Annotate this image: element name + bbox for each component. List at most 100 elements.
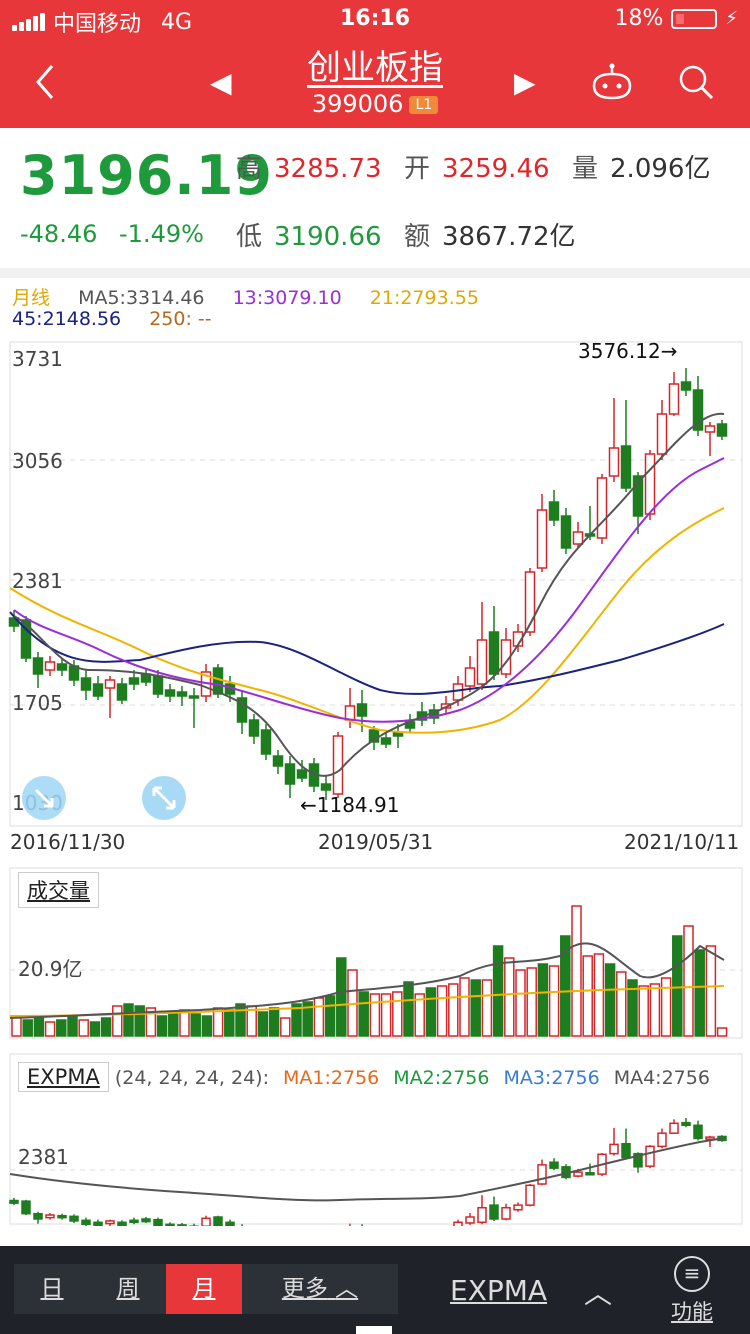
candle-3	[44, 661, 56, 671]
candle-57	[692, 389, 704, 431]
candle-6	[80, 677, 92, 691]
expma-ma3: MA3:2756	[503, 1067, 600, 1089]
back-button[interactable]	[30, 60, 70, 104]
candle-47	[572, 531, 584, 545]
volume-bar	[22, 1019, 33, 1037]
candle-53	[644, 453, 656, 515]
expma-candle-44	[537, 1164, 547, 1185]
candle-23	[284, 763, 296, 785]
expma-candle-38	[465, 1216, 475, 1224]
expma-candle-1	[21, 1200, 31, 1215]
candle-52	[632, 475, 644, 517]
home-indicator	[356, 1326, 392, 1334]
period-label[interactable]: 月线	[12, 287, 51, 309]
expma-candle-6	[81, 1219, 91, 1226]
expand-icon[interactable]	[142, 776, 186, 820]
ma21-value: 21:2793.55	[369, 287, 479, 309]
expma-chart[interactable]: 2381	[0, 1052, 750, 1226]
expma-line	[9, 1137, 725, 1202]
low-cell: 低 3190.66	[236, 216, 382, 253]
ma5-line	[13, 412, 725, 777]
candle-40	[488, 631, 500, 675]
ma-legend-row1: 月线 MA5:3314.46 13:3079.10 21:2793.55	[12, 283, 501, 310]
tab-week[interactable]: 周	[116, 1276, 140, 1302]
expma-ma2: MA2:2756	[393, 1067, 490, 1089]
candle-19	[236, 697, 248, 723]
menu-icon: ≡	[674, 1256, 710, 1292]
volume-bar	[235, 1003, 246, 1037]
candle-24	[296, 769, 308, 779]
volume-bar	[683, 925, 694, 1037]
change-value: -48.46	[20, 220, 98, 248]
date-end: 2021/10/11	[624, 830, 740, 854]
search-icon[interactable]	[676, 62, 716, 102]
volume-bar	[481, 979, 493, 1037]
index-code: 399006	[311, 90, 404, 118]
clock: 16:16	[339, 6, 411, 31]
robot-icon[interactable]	[590, 62, 634, 102]
expma-candle-51	[621, 1142, 631, 1159]
ma45-line	[9, 611, 725, 695]
candle-10	[128, 677, 140, 685]
candle-54	[656, 413, 668, 455]
expma-candle-55	[669, 1122, 679, 1134]
tab-more[interactable]: 更多 ︿	[242, 1264, 398, 1314]
index-name: 创业板指	[307, 48, 443, 88]
candle-20	[248, 719, 260, 737]
tab-month[interactable]: 月	[166, 1264, 242, 1314]
volume-title[interactable]: 成交量	[18, 872, 99, 908]
candle-45	[548, 501, 560, 521]
volume-bar	[436, 985, 448, 1037]
kline-chart[interactable]: 3731 3056 2381 1705 1030 3576.12→ ←1184.…	[0, 340, 750, 828]
volume-bar	[257, 1011, 269, 1037]
expma-candle-54	[657, 1132, 667, 1148]
expma-candle-40	[489, 1204, 499, 1220]
expma-candle-7	[93, 1221, 103, 1226]
prev-stock-button[interactable]: ◀	[210, 66, 232, 99]
volume-bar	[571, 905, 582, 1037]
volume-bar	[302, 1001, 313, 1037]
indicator-chevron-up-icon[interactable]: ︿	[584, 1277, 613, 1310]
y-label-3: 2381	[12, 569, 63, 593]
function-button[interactable]: ≡ 功能	[664, 1256, 720, 1326]
expma-candle-11	[141, 1218, 151, 1223]
volume-bar	[44, 1021, 56, 1037]
change-percent: -1.49%	[119, 220, 204, 248]
candle-4	[56, 663, 68, 671]
page-title[interactable]: 创业板指	[0, 40, 750, 89]
high-cell: 高 3285.73	[236, 148, 382, 185]
status-bar: 中国移动 4G 16:16 18% ⚡	[0, 6, 750, 37]
candle-13	[164, 689, 176, 697]
collapse-icon[interactable]	[22, 776, 66, 820]
candle-56	[680, 381, 692, 391]
candle-51	[620, 445, 632, 489]
expma-candle-57	[693, 1124, 703, 1140]
candle-44	[536, 509, 548, 569]
volume-bar	[291, 1003, 302, 1037]
ma45-value: 45:2148.56	[12, 308, 122, 330]
indicator-button[interactable]: EXPMA	[450, 1274, 548, 1307]
top-header: 中国移动 4G 16:16 18% ⚡ ◀ 创业板指 399006 L1 ▶	[0, 0, 750, 128]
volume-bar	[67, 1015, 78, 1037]
volume-bar	[705, 945, 717, 1037]
next-stock-button[interactable]: ▶	[514, 66, 536, 99]
volume-chart[interactable]: 20.9亿	[0, 866, 750, 1042]
candle-7	[92, 683, 104, 697]
candle-49	[596, 477, 608, 539]
ma13-value: 13:3079.10	[232, 287, 342, 309]
volume-value: 2.096亿	[610, 154, 711, 184]
candle-59	[716, 423, 728, 437]
y-label-top: 3731	[12, 347, 63, 371]
expma-candle-10	[129, 1219, 139, 1224]
volume-bar	[425, 987, 437, 1037]
expma-candle-2	[33, 1212, 43, 1220]
volume-bar	[89, 1021, 101, 1037]
volume-bar	[380, 993, 392, 1037]
level-badge: L1	[409, 96, 439, 114]
function-label: 功能	[671, 1300, 713, 1324]
expma-candle-50	[609, 1143, 619, 1155]
date-start: 2016/11/30	[10, 830, 126, 854]
expma-level: 2381	[18, 1145, 69, 1169]
tab-day[interactable]: 日	[40, 1276, 64, 1302]
expma-title[interactable]: EXPMA	[18, 1062, 109, 1092]
